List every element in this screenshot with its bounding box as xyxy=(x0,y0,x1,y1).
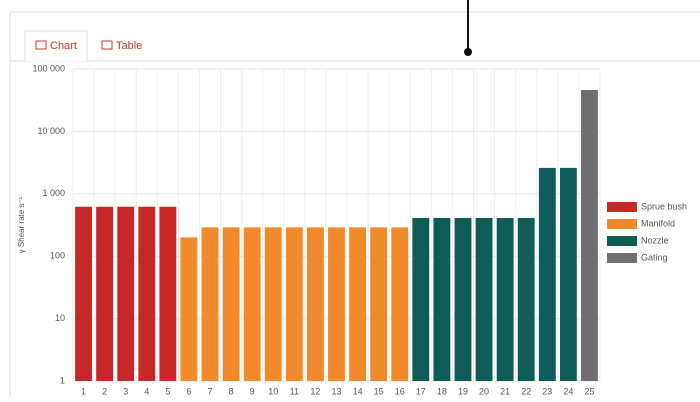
pointer-dot xyxy=(464,48,472,56)
bar xyxy=(538,167,556,381)
bar xyxy=(328,227,345,381)
x-tick-label: 4 xyxy=(144,386,149,396)
bar xyxy=(138,206,156,381)
x-tick-label: 5 xyxy=(165,386,170,396)
x-tick-label: 6 xyxy=(186,386,191,396)
x-tick-label: 10 xyxy=(268,386,278,396)
legend-swatch xyxy=(607,236,637,246)
x-tick-label: 15 xyxy=(374,386,384,396)
y-tick-label: 1 000 xyxy=(42,188,65,198)
x-tick-label: 17 xyxy=(416,386,426,396)
bar xyxy=(454,217,472,381)
x-tick-label: 3 xyxy=(123,386,128,396)
bar xyxy=(159,206,177,381)
x-tick-label: 22 xyxy=(521,386,531,396)
table-icon xyxy=(101,40,113,50)
x-tick-label: 9 xyxy=(250,386,255,396)
bar xyxy=(559,167,577,381)
x-tick-label: 23 xyxy=(542,386,552,396)
y-tick-label: 100 xyxy=(50,251,65,261)
x-tick-label: 8 xyxy=(229,386,234,396)
x-tick-label: 25 xyxy=(584,386,594,396)
legend-label: Nozzle xyxy=(641,235,669,245)
bar xyxy=(222,227,240,381)
legend-label: Manifold xyxy=(641,218,675,228)
bar xyxy=(496,217,514,381)
bar xyxy=(75,206,92,381)
bar xyxy=(243,227,261,381)
bar xyxy=(475,217,493,381)
bar xyxy=(433,217,451,381)
x-tick-label: 12 xyxy=(310,386,320,396)
bar xyxy=(117,206,135,381)
x-tick-label: 16 xyxy=(395,386,405,396)
bar xyxy=(96,206,114,381)
bar xyxy=(180,237,198,381)
bar xyxy=(517,217,535,381)
x-tick-label: 24 xyxy=(563,386,573,396)
x-tick-label: 14 xyxy=(353,386,363,396)
bar xyxy=(306,227,324,381)
x-tick-label: 18 xyxy=(437,386,447,396)
y-tick-label: 10 000 xyxy=(37,126,65,136)
legend-label: Gating xyxy=(641,252,668,262)
x-tick-label: 7 xyxy=(208,386,213,396)
active-tab xyxy=(24,30,88,61)
bar xyxy=(201,227,219,381)
legend-swatch xyxy=(607,219,637,229)
y-tick-label: 1 xyxy=(60,375,65,385)
bar xyxy=(264,227,282,381)
legend-label: Sprue bush xyxy=(641,201,687,211)
y-tick-label: 100 000 xyxy=(32,63,65,73)
tab-table[interactable]: Table xyxy=(116,40,142,52)
bar xyxy=(349,227,367,381)
x-tick-label: 11 xyxy=(290,386,299,396)
bar xyxy=(370,227,388,381)
x-tick-label: 19 xyxy=(458,386,468,396)
legend-swatch xyxy=(607,202,637,212)
x-tick-label: 13 xyxy=(331,386,341,396)
y-tick-label: 10 xyxy=(55,313,65,323)
x-tick-label: 20 xyxy=(479,386,489,396)
y-axis-label: γ Shear rate s⁻¹ xyxy=(17,196,26,253)
chart-icon xyxy=(35,40,47,50)
bar xyxy=(285,227,303,381)
x-tick-label: 21 xyxy=(500,386,510,396)
x-tick-label: 2 xyxy=(102,386,107,396)
bar xyxy=(391,227,409,381)
bar xyxy=(412,217,430,381)
legend-swatch xyxy=(607,253,637,263)
bar xyxy=(581,90,598,381)
x-tick-label: 1 xyxy=(81,386,86,396)
tab-chart[interactable]: Chart xyxy=(50,40,77,52)
